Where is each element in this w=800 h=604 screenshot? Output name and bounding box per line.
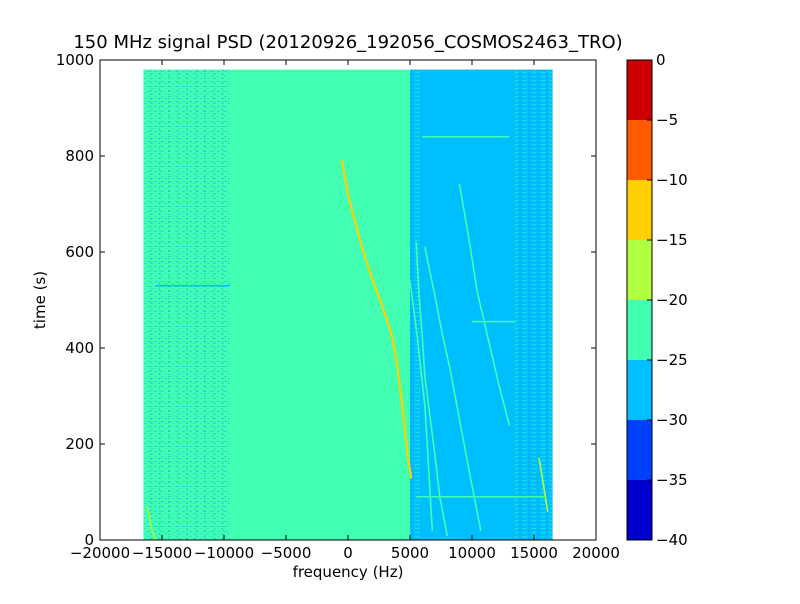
signal-trace <box>340 159 413 479</box>
plot-area: −20000 −15000 −10000 −5000 0 5000 10000 15000 20… <box>56 51 620 562</box>
y-tick-label: 400 <box>65 339 94 357</box>
x-tick-label: −15000 <box>132 544 192 562</box>
signal-trace <box>409 280 434 532</box>
heatmap-region <box>230 69 410 540</box>
colorbar-segment <box>627 120 652 180</box>
x-tick-label: 10000 <box>448 544 496 562</box>
colorbar-segment <box>627 60 652 120</box>
colorbar-segment <box>627 240 652 300</box>
colorbar-segment <box>627 180 652 240</box>
signal-trace <box>424 246 482 532</box>
y-tick-label: 0 <box>84 531 94 549</box>
signal-trace <box>415 241 448 536</box>
heatmap <box>143 69 553 540</box>
colorbar-tick-label: −25 <box>656 351 688 369</box>
colorbar-segment <box>627 360 652 420</box>
heatmap-region-texture <box>515 69 553 540</box>
y-axis-ticks: 0 200 400 600 800 1000 <box>56 51 596 549</box>
colorbar-tick-label: −15 <box>656 231 688 249</box>
colorbar-tick-label: 0 <box>656 51 666 69</box>
colorbar-tick-label: −30 <box>656 411 688 429</box>
x-tick-label: 0 <box>343 544 353 562</box>
y-tick-label: 600 <box>65 243 94 261</box>
x-tick-label: 5000 <box>391 544 429 562</box>
colorbar-tick-label: −20 <box>656 291 688 309</box>
y-tick-label: 200 <box>65 435 94 453</box>
heatmap-region <box>419 69 516 540</box>
y-tick-label: 1000 <box>56 51 94 69</box>
colorbar-tick-label: −40 <box>656 531 688 549</box>
chart-title: 150 MHz signal PSD (20120926_192056_COSM… <box>73 32 622 53</box>
signal-trace <box>310 193 358 383</box>
colorbar-tick-label: −10 <box>656 171 688 189</box>
x-tick-label: −10000 <box>194 544 254 562</box>
x-axis-ticks: −20000 −15000 −10000 −5000 0 5000 10000 15000 20… <box>70 60 620 562</box>
x-tick-label: −20000 <box>70 544 130 562</box>
signal-trace <box>458 184 510 426</box>
colorbar-segment <box>627 480 652 540</box>
colorbar-tick-label: −5 <box>656 111 678 129</box>
colorbar-tick-label: −35 <box>656 471 688 489</box>
x-axis-label: frequency (Hz) <box>293 563 404 581</box>
signal-trace <box>538 457 549 512</box>
y-axis-label: time (s) <box>31 271 49 329</box>
signal-trace <box>146 505 157 540</box>
colorbar-segment <box>627 300 652 360</box>
heatmap-region-texture <box>410 69 420 540</box>
signal-trace <box>297 193 337 383</box>
x-tick-label: 20000 <box>572 544 620 562</box>
y-tick-label: 800 <box>65 147 94 165</box>
colorbar: 0 −5 −10 −15 −20 −25 −30 −35 −40 <box>626 51 688 549</box>
x-tick-label: 15000 <box>510 544 558 562</box>
colorbar-segment <box>627 420 652 480</box>
heatmap-region-texture <box>143 69 231 540</box>
x-tick-label: −5000 <box>261 544 312 562</box>
